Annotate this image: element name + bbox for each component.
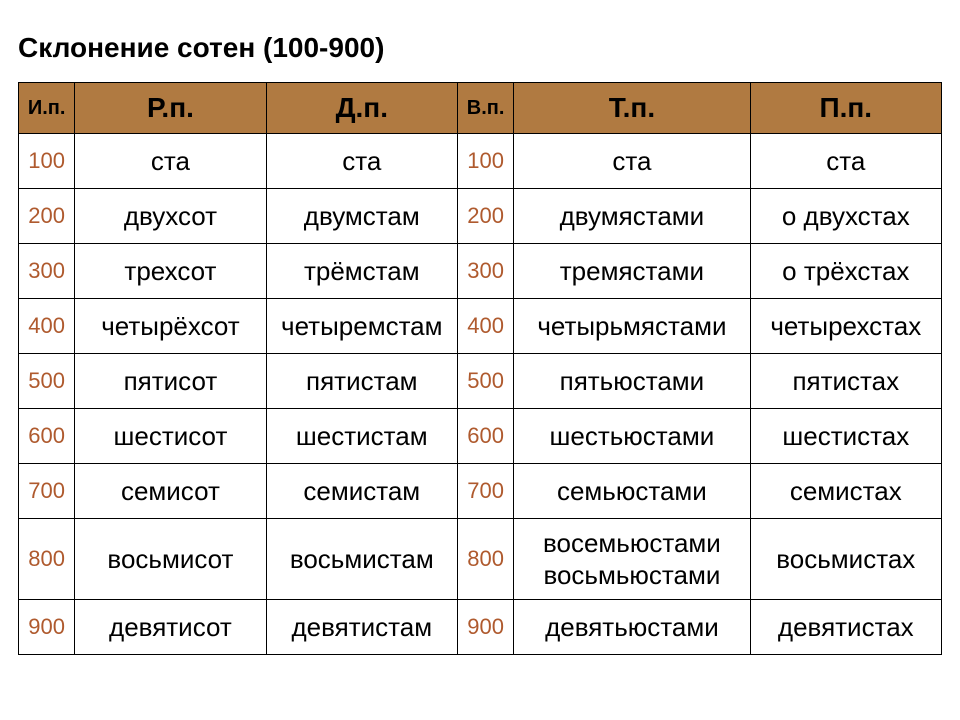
cell-vp-number: 100 [457, 134, 513, 189]
cell-dp: двумстам [266, 189, 457, 244]
cell-vp-number: 500 [457, 354, 513, 409]
cell-vp-number: 400 [457, 299, 513, 354]
cell-pp: ста [750, 134, 941, 189]
cell-rp: двухсот [75, 189, 266, 244]
cell-dp: трёмстам [266, 244, 457, 299]
cell-ip-number: 200 [19, 189, 75, 244]
page-container: Склонение сотен (100-900) И.п. Р.п. Д.п.… [0, 0, 960, 655]
col-header-vp: В.п. [457, 83, 513, 134]
cell-ip-number: 100 [19, 134, 75, 189]
cell-dp: восьмистам [266, 519, 457, 600]
cell-rp: четырёхсот [75, 299, 266, 354]
table-row: 900девятисотдевятистам900девятьюстамидев… [19, 600, 942, 655]
cell-pp: восьмистах [750, 519, 941, 600]
table-body: 100стаста100стаста200двухсотдвумстам200д… [19, 134, 942, 655]
cell-tp: двумястами [514, 189, 750, 244]
cell-rp: пятисот [75, 354, 266, 409]
cell-pp: пятистах [750, 354, 941, 409]
cell-tp: шестьюстами [514, 409, 750, 464]
table-row: 300трехсоттрёмстам300тремястамио трёхста… [19, 244, 942, 299]
cell-rp: девятисот [75, 600, 266, 655]
cell-ip-number: 500 [19, 354, 75, 409]
table-row: 200двухсотдвумстам200двумястамио двухста… [19, 189, 942, 244]
cell-vp-number: 200 [457, 189, 513, 244]
cell-vp-number: 300 [457, 244, 513, 299]
cell-tp: ста [514, 134, 750, 189]
cell-dp: шестистам [266, 409, 457, 464]
table-row: 800восьмисотвосьмистам800восемьюстамивос… [19, 519, 942, 600]
cell-vp-number: 700 [457, 464, 513, 519]
cell-tp: пятьюстами [514, 354, 750, 409]
table-header-row: И.п. Р.п. Д.п. В.п. Т.п. П.п. [19, 83, 942, 134]
cell-rp: семисот [75, 464, 266, 519]
cell-dp: ста [266, 134, 457, 189]
col-header-pp: П.п. [750, 83, 941, 134]
cell-ip-number: 900 [19, 600, 75, 655]
cell-ip-number: 700 [19, 464, 75, 519]
cell-pp: о трёхстах [750, 244, 941, 299]
cell-tp: девятьюстами [514, 600, 750, 655]
cell-tp: семьюстами [514, 464, 750, 519]
declension-table: И.п. Р.п. Д.п. В.п. Т.п. П.п. 100стаста1… [18, 82, 942, 655]
cell-pp: о двухстах [750, 189, 941, 244]
cell-ip-number: 300 [19, 244, 75, 299]
table-row: 100стаста100стаста [19, 134, 942, 189]
cell-tp: четырьмястами [514, 299, 750, 354]
cell-vp-number: 600 [457, 409, 513, 464]
cell-dp: семистам [266, 464, 457, 519]
table-row: 400четырёхсотчетыремстам400четырьмястами… [19, 299, 942, 354]
table-row: 700семисотсемистам700семьюстамисемистах [19, 464, 942, 519]
cell-tp: восемьюстамивосьмьюстами [514, 519, 750, 600]
col-header-dp: Д.п. [266, 83, 457, 134]
page-title: Склонение сотен (100-900) [18, 32, 942, 64]
cell-rp: трехсот [75, 244, 266, 299]
col-header-ip: И.п. [19, 83, 75, 134]
cell-ip-number: 600 [19, 409, 75, 464]
cell-dp: девятистам [266, 600, 457, 655]
cell-pp: девятистах [750, 600, 941, 655]
cell-pp: четырехстах [750, 299, 941, 354]
cell-rp: шестисот [75, 409, 266, 464]
cell-pp: семистах [750, 464, 941, 519]
cell-tp: тремястами [514, 244, 750, 299]
cell-dp: четыремстам [266, 299, 457, 354]
cell-ip-number: 800 [19, 519, 75, 600]
cell-ip-number: 400 [19, 299, 75, 354]
cell-rp: ста [75, 134, 266, 189]
cell-pp: шестистах [750, 409, 941, 464]
cell-dp: пятистам [266, 354, 457, 409]
cell-vp-number: 800 [457, 519, 513, 600]
table-row: 600шестисотшестистам600шестьюстамишестис… [19, 409, 942, 464]
table-row: 500пятисотпятистам500пятьюстамипятистах [19, 354, 942, 409]
cell-rp: восьмисот [75, 519, 266, 600]
col-header-rp: Р.п. [75, 83, 266, 134]
col-header-tp: Т.п. [514, 83, 750, 134]
cell-vp-number: 900 [457, 600, 513, 655]
